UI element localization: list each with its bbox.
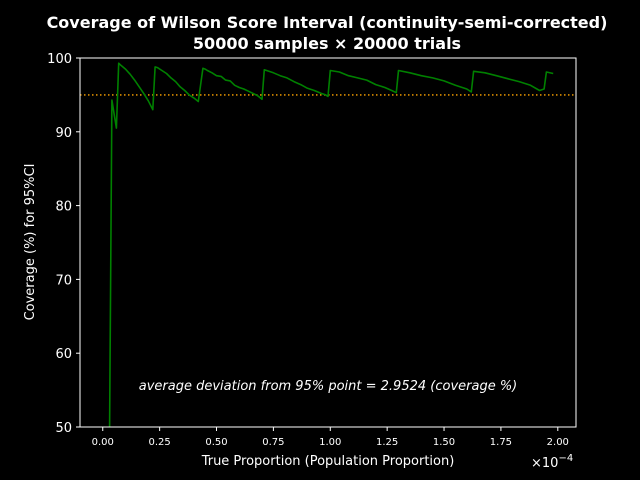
x-axis-scale-factor: ×10−4 [531, 453, 573, 471]
coverage-annotation: average deviation from 95% point = 2.952… [139, 379, 518, 394]
plot-frame [79, 57, 577, 428]
x-scale-base: ×10 [531, 456, 558, 471]
y-tick-label: 100 [47, 52, 72, 67]
x-tick-label: 0.00 [92, 437, 114, 448]
y-tick-label: 90 [55, 126, 72, 141]
y-axis-ticks: 50 60 70 80 90 100 [47, 52, 80, 436]
x-tick-label: 1.50 [433, 437, 455, 448]
x-tick-label: 1.75 [490, 437, 512, 448]
chart-title-line2: 50000 samples × 20000 trials [193, 34, 461, 53]
series-layer [108, 62, 554, 428]
y-tick-label: 60 [55, 347, 72, 362]
x-tick-label: 0.25 [149, 437, 171, 448]
x-tick-label: 2.00 [547, 437, 569, 448]
y-axis-label: Coverage (%) for 95%CI [23, 164, 38, 321]
coverage-series-line [108, 62, 554, 428]
y-tick-label: 70 [55, 273, 72, 288]
y-tick-label: 50 [55, 421, 72, 436]
chart-title-line1: Coverage of Wilson Score Interval (conti… [47, 13, 608, 32]
x-tick-label: 0.75 [262, 437, 284, 448]
x-scale-exponent: −4 [558, 453, 573, 464]
x-tick-label: 0.50 [205, 437, 227, 448]
x-tick-label: 1.00 [319, 437, 341, 448]
y-tick-label: 80 [55, 200, 72, 215]
x-axis-label: True Proportion (Population Proportion) [201, 454, 455, 469]
x-tick-label: 1.25 [376, 437, 398, 448]
x-axis-ticks: 0.00 0.25 0.50 0.75 1.00 1.25 1.50 1.75 2.00 [92, 427, 569, 448]
